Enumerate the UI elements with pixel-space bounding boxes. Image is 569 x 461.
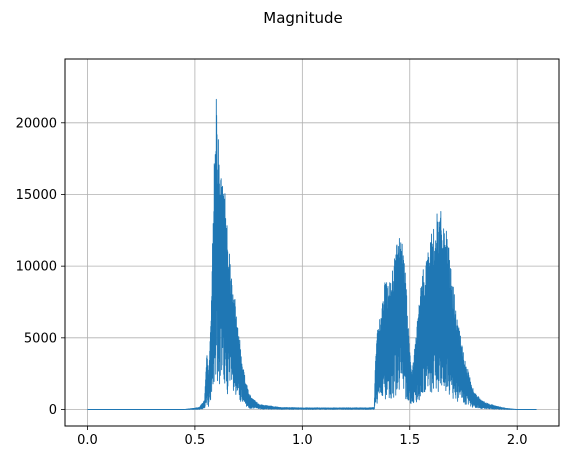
series-line-0 [87,98,537,410]
tick-layer: 0.0 0.5 1.0 1.5 2.0 0 5000 10000 15000 20000 [16,116,528,448]
x-tick-label: 1.5 [399,433,420,448]
y-tick-label: 10000 [16,260,57,275]
x-tick-label: 0.5 [185,433,206,448]
chart-title: Magnitude [263,9,342,27]
y-tick-label: 5000 [24,331,57,346]
x-tick-label: 0.0 [77,433,98,448]
y-tick-label: 20000 [16,116,57,131]
x-tick-label: 1.0 [292,433,313,448]
axes-frame [64,58,560,427]
x-tick-label: 2.0 [507,433,528,448]
y-tick-label: 15000 [16,188,57,203]
data-layer [87,98,537,410]
y-tick-label: 0 [49,403,57,418]
